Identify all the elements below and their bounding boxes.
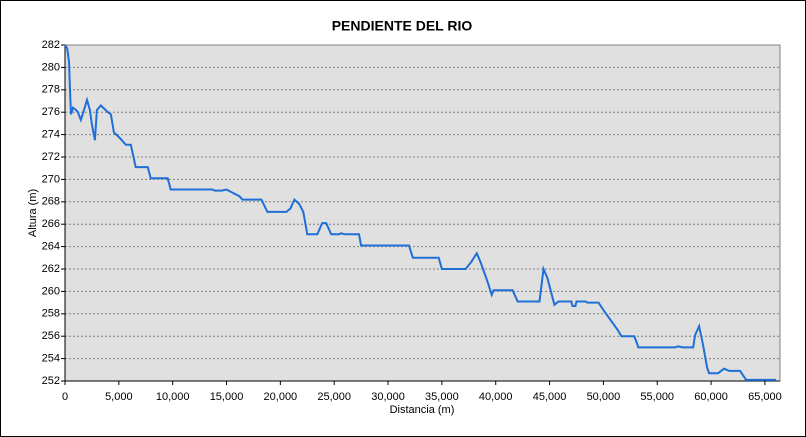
plot-area (64, 44, 781, 382)
y-tick-label: 260 (42, 285, 60, 297)
x-tick-label: 20,000 (264, 391, 298, 403)
y-tick-label: 272 (42, 151, 60, 163)
x-tick-label: 45,000 (533, 391, 567, 403)
y-tick-label: 252 (42, 375, 60, 387)
y-tick-label: 282 (42, 39, 60, 51)
x-tick-label: 35,000 (425, 391, 459, 403)
y-tick-label: 256 (42, 330, 60, 342)
y-tick-label: 254 (42, 353, 60, 365)
x-tick-label: 40,000 (479, 391, 513, 403)
chart-title: PENDIENTE DEL RIO (332, 18, 473, 34)
x-tick-label: 15,000 (210, 391, 244, 403)
x-tick-label: 5,000 (105, 391, 133, 403)
y-tick-label: 270 (42, 173, 60, 185)
y-tick-label: 280 (42, 61, 60, 73)
x-tick-label: 10,000 (156, 391, 190, 403)
x-tick-label: 65,000 (748, 391, 782, 403)
y-tick-label: 268 (42, 196, 60, 208)
y-tick-label: 266 (42, 218, 60, 230)
y-tick-label: 264 (42, 241, 60, 253)
x-tick-label: 60,000 (694, 391, 728, 403)
y-tick-label: 262 (42, 263, 60, 275)
x-tick-label: 55,000 (640, 391, 674, 403)
y-tick-label: 278 (42, 84, 60, 96)
data-line (64, 44, 776, 381)
x-axis-label: Distancia (m) (390, 404, 455, 416)
y-axis-label: Altura (m) (27, 189, 39, 237)
x-tick-label: 25,000 (317, 391, 351, 403)
x-tick-label: 30,000 (371, 391, 405, 403)
y-tick-label: 274 (42, 129, 60, 141)
y-tick-label: 258 (42, 308, 60, 320)
x-tick-label: 0 (62, 391, 68, 403)
y-tick-label: 276 (42, 106, 60, 118)
x-tick-label: 50,000 (587, 391, 621, 403)
